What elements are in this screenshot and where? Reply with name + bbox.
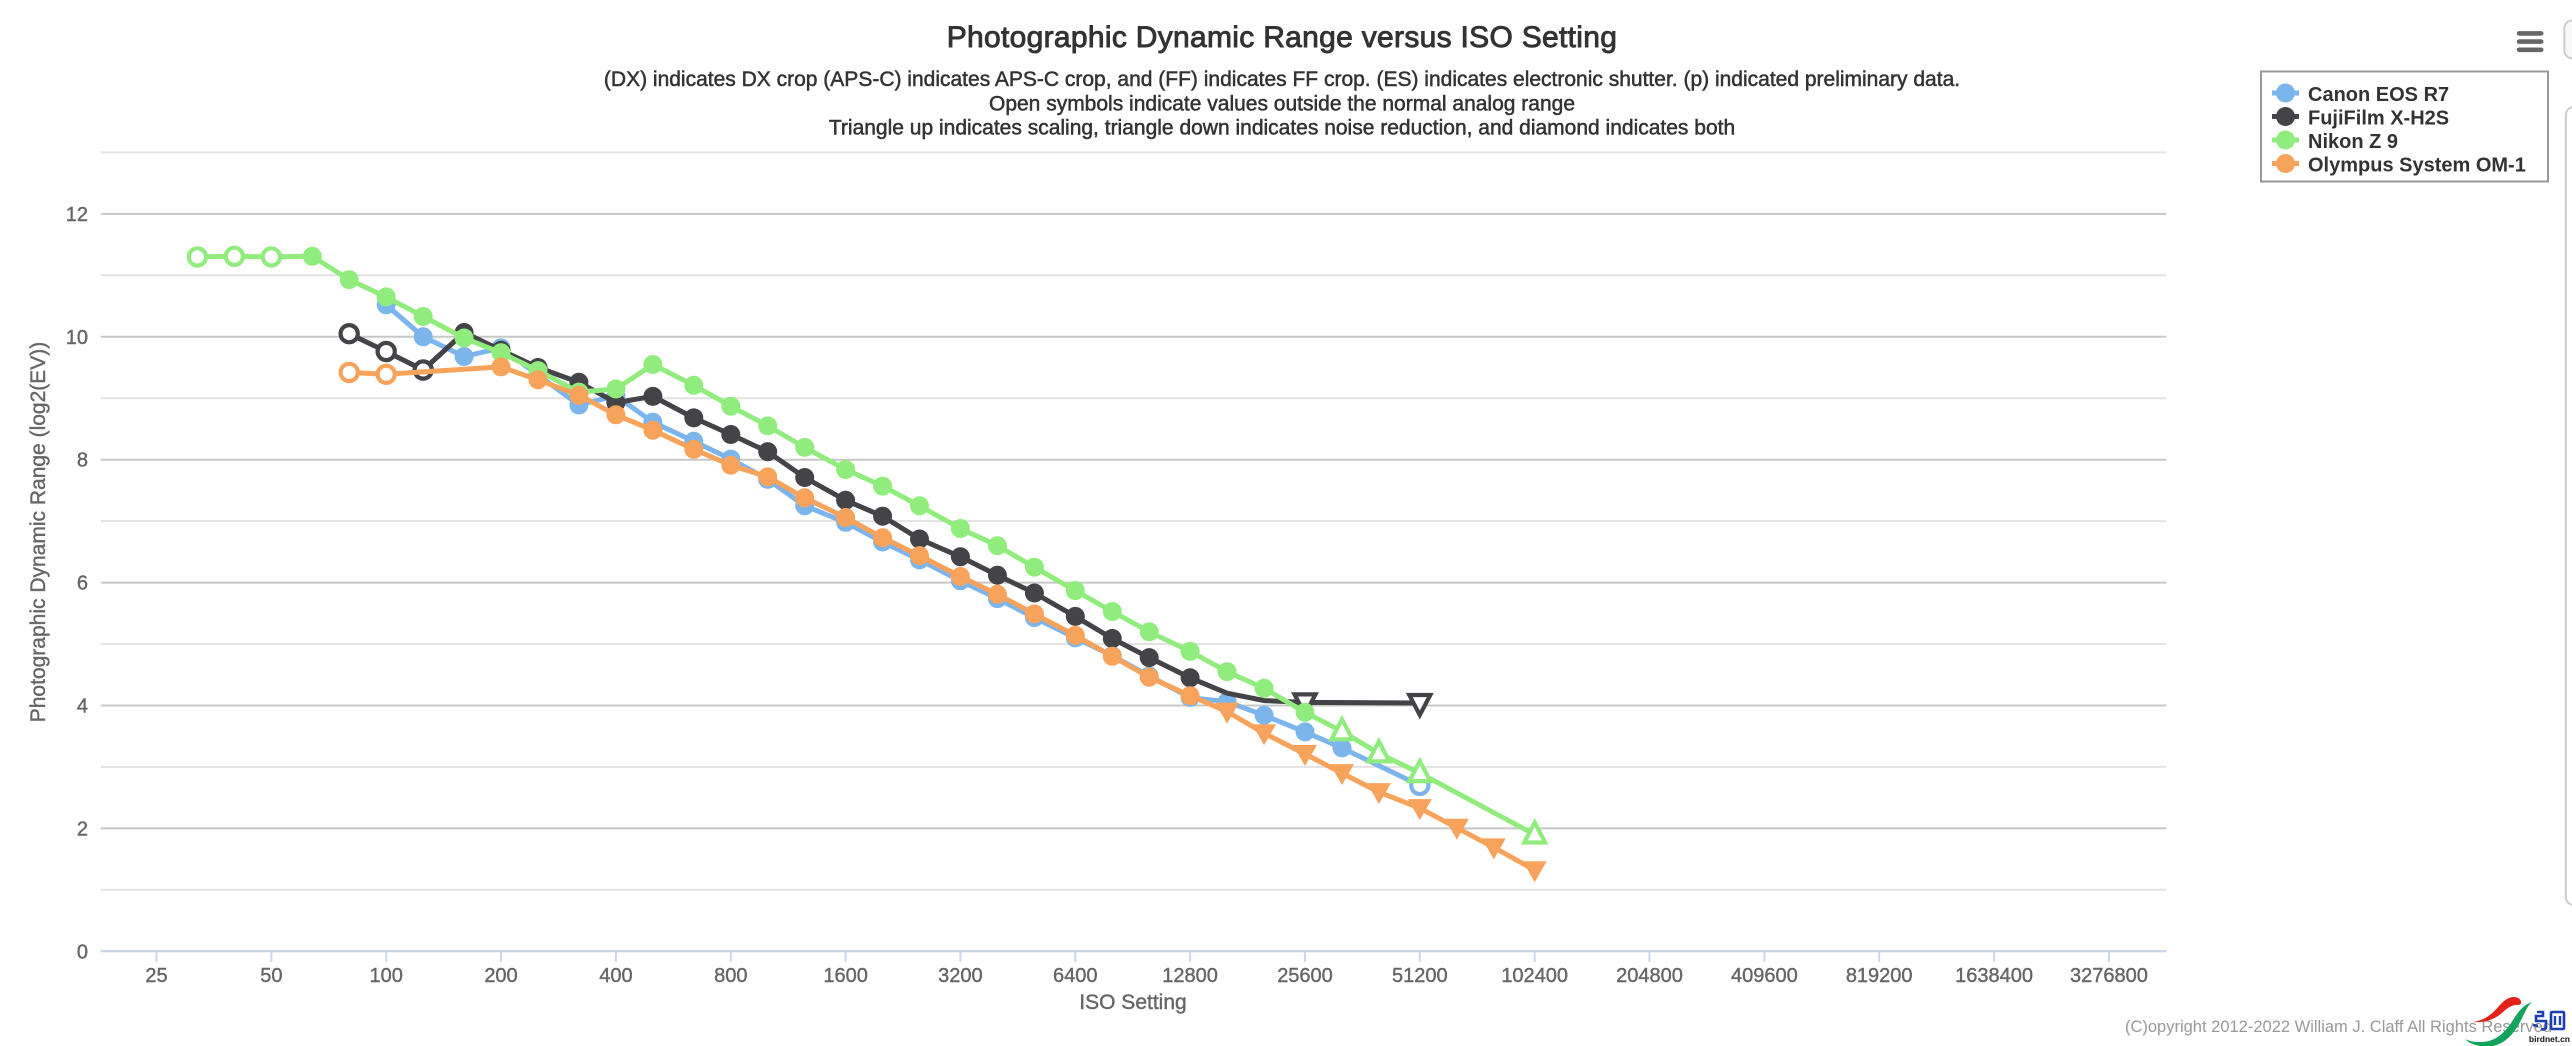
svg-text:8: 8 [77,450,88,472]
svg-text:102400: 102400 [1501,965,1568,987]
svg-text:6400: 6400 [1053,965,1098,987]
svg-text:3276800: 3276800 [2070,965,2148,987]
svg-text:3200: 3200 [938,965,983,987]
svg-text:0: 0 [77,941,88,963]
svg-text:(C)opyright 2012-2022 William: (C)opyright 2012-2022 William J. Claff A… [2125,1018,2552,1036]
svg-text:10: 10 [66,327,88,349]
svg-text:1638400: 1638400 [1955,965,2033,987]
svg-text:Photographic Dynamic Range ver: Photographic Dynamic Range versus ISO Se… [947,21,1618,54]
svg-text:FujiFilm X-H2S: FujiFilm X-H2S [2308,108,2449,130]
svg-text:409600: 409600 [1731,965,1798,987]
svg-text:50: 50 [260,965,282,987]
svg-text:4: 4 [77,696,88,718]
svg-text:400: 400 [599,965,632,987]
svg-text:51200: 51200 [1392,965,1448,987]
svg-text:2: 2 [77,818,88,840]
svg-text:Canon EOS R7: Canon EOS R7 [2308,84,2449,106]
svg-text:ISO Setting: ISO Setting [1079,991,1186,1014]
svg-text:Triangle up indicates scaling,: Triangle up indicates scaling, triangle … [829,117,1735,140]
svg-text:100: 100 [370,965,403,987]
svg-text:12800: 12800 [1162,965,1218,987]
svg-text:25: 25 [145,965,167,987]
svg-text:birdnet.cn: birdnet.cn [2529,1034,2570,1044]
svg-text:819200: 819200 [1846,965,1913,987]
svg-text:Open symbols indicate values o: Open symbols indicate values outside the… [989,93,1575,116]
svg-text:(DX) indicates DX crop (APS-C): (DX) indicates DX crop (APS-C) indicates… [604,68,1960,91]
svg-text:204800: 204800 [1616,965,1683,987]
svg-text:1600: 1600 [823,965,868,987]
svg-text:6: 6 [77,573,88,595]
svg-text:Olympus System OM-1: Olympus System OM-1 [2308,155,2526,177]
svg-text:200: 200 [484,965,517,987]
svg-text:25600: 25600 [1277,965,1333,987]
svg-text:12: 12 [66,204,88,226]
svg-text:Nikon Z 9: Nikon Z 9 [2308,131,2398,153]
svg-text:Photographic Dynamic Range (lo: Photographic Dynamic Range (log2(EV)) [27,342,50,723]
svg-text:800: 800 [714,965,747,987]
